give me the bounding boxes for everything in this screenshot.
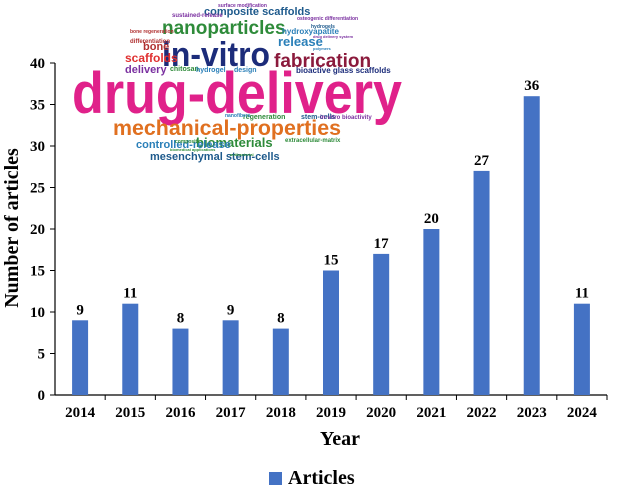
word-cloud-term: mesenchymal stem-cells [150,151,280,163]
word-cloud-term: osteogenic differentiation [297,16,358,22]
word-cloud-term: drug-delivery [72,61,402,126]
y-tick-label: 20 [30,222,45,238]
bar-data-label: 9 [227,302,235,318]
bar [172,328,189,395]
word-cloud-term: stem-cells [301,114,335,121]
bar-data-label: 15 [324,253,339,269]
word-cloud-term: design [234,67,257,74]
bar-data-label: 11 [123,286,137,302]
y-tick-labels: 0 5 10 15 20 25 30 35 40 [30,56,45,404]
y-tick-label: 30 [30,139,45,155]
word-cloud-term: bone [143,41,169,53]
word-cloud-term: in-vitro [162,36,270,74]
word-cloud-term: delivery [125,64,167,76]
word-cloud-term: hydrogels [311,24,335,30]
y-tick-label: 10 [30,305,45,321]
word-cloud-term: drug delivery system [313,34,353,39]
x-tick-label: 2018 [266,405,296,421]
bar-data-label: 9 [76,302,84,318]
bar [222,320,239,395]
bar-data-label: 36 [524,78,540,94]
legend: Articles [269,467,355,489]
word-cloud-term: differentiation [130,39,170,45]
word-cloud-term: scaffolds [125,51,178,65]
word-cloud-term: regeneration [243,114,285,121]
y-tick-label: 35 [30,98,45,114]
x-tick-label: 2019 [316,405,346,421]
y-tick-label: 15 [30,264,45,280]
x-tick-label: 2015 [115,405,145,421]
word-cloud-term: nanofibers [225,113,251,119]
word-cloud-term: hydroxyapatite [282,27,339,36]
bar-data-label: 11 [575,286,589,302]
word-cloud-term: sustained-release [172,13,223,19]
x-tick-label: 2022 [467,405,497,421]
word-cloud-term: mechanical-properties [113,117,341,140]
y-axis-title: Number of articles [1,148,23,308]
word-cloud-term: hydrogel [196,67,226,74]
word-cloud-term: release [278,34,323,49]
word-cloud-term: biomedical applications [170,147,216,152]
word-cloud-term: antibacterial [230,152,254,157]
x-tick-labels: 2014 2015 2016 2017 2018 2019 2020 2021 2022 2023… [65,405,597,421]
bar [473,170,490,395]
bar-series-articles [72,96,590,395]
bar-data-label: 27 [474,153,490,169]
y-tick-label: 5 [38,347,46,363]
bar-data-label: 20 [424,211,439,227]
word-cloud-term: nanoparticles [162,18,286,39]
word-cloud-term: chitosan [170,66,199,73]
word-cloud-term: controlled-release [136,139,231,151]
bar [323,270,339,395]
bar-data-label: 8 [177,311,185,327]
x-tick-label: 2024 [567,405,598,421]
word-cloud-term: bioactive glass scaffolds [296,66,391,75]
bar-data-label: 8 [277,311,285,327]
word-cloud-term: polymers [313,46,332,51]
x-tick-label: 2021 [416,405,446,421]
x-tick-label: 2014 [65,405,96,421]
word-cloud-term: biomaterials [196,135,273,150]
bar-data-labels: 9 11 8 9 8 15 17 20 27 36 11 [76,78,589,326]
word-cloud-term: composite scaffolds [204,6,310,18]
word-cloud-term: surface modification [218,3,267,9]
x-tick-label: 2020 [366,405,396,421]
x-tick-label: 2023 [517,405,547,421]
word-cloud-term: bone regeneration [130,29,174,35]
x-tick-label: 2016 [165,405,196,421]
x-tick-label: 2017 [216,405,247,421]
legend-swatch-articles [269,472,282,485]
x-axis-title: Year [320,428,360,450]
bar [423,229,440,395]
word-cloud-term: extracellular-matrix [285,138,341,144]
word-cloud-term: composite [175,139,200,145]
bar [122,303,139,395]
y-tick-label: 40 [30,56,45,72]
bar [573,303,590,395]
bar-data-label: 17 [374,236,390,252]
y-tick-label: 25 [30,181,45,197]
legend-label-articles: Articles [288,467,355,489]
bar [373,253,390,395]
bar [72,320,89,395]
bar [272,328,289,395]
word-cloud-term: fabrication [274,51,371,72]
bar [523,96,540,395]
word-cloud-term: in-vitro bioactivity [320,115,372,121]
y-tick-label: 0 [38,388,46,404]
